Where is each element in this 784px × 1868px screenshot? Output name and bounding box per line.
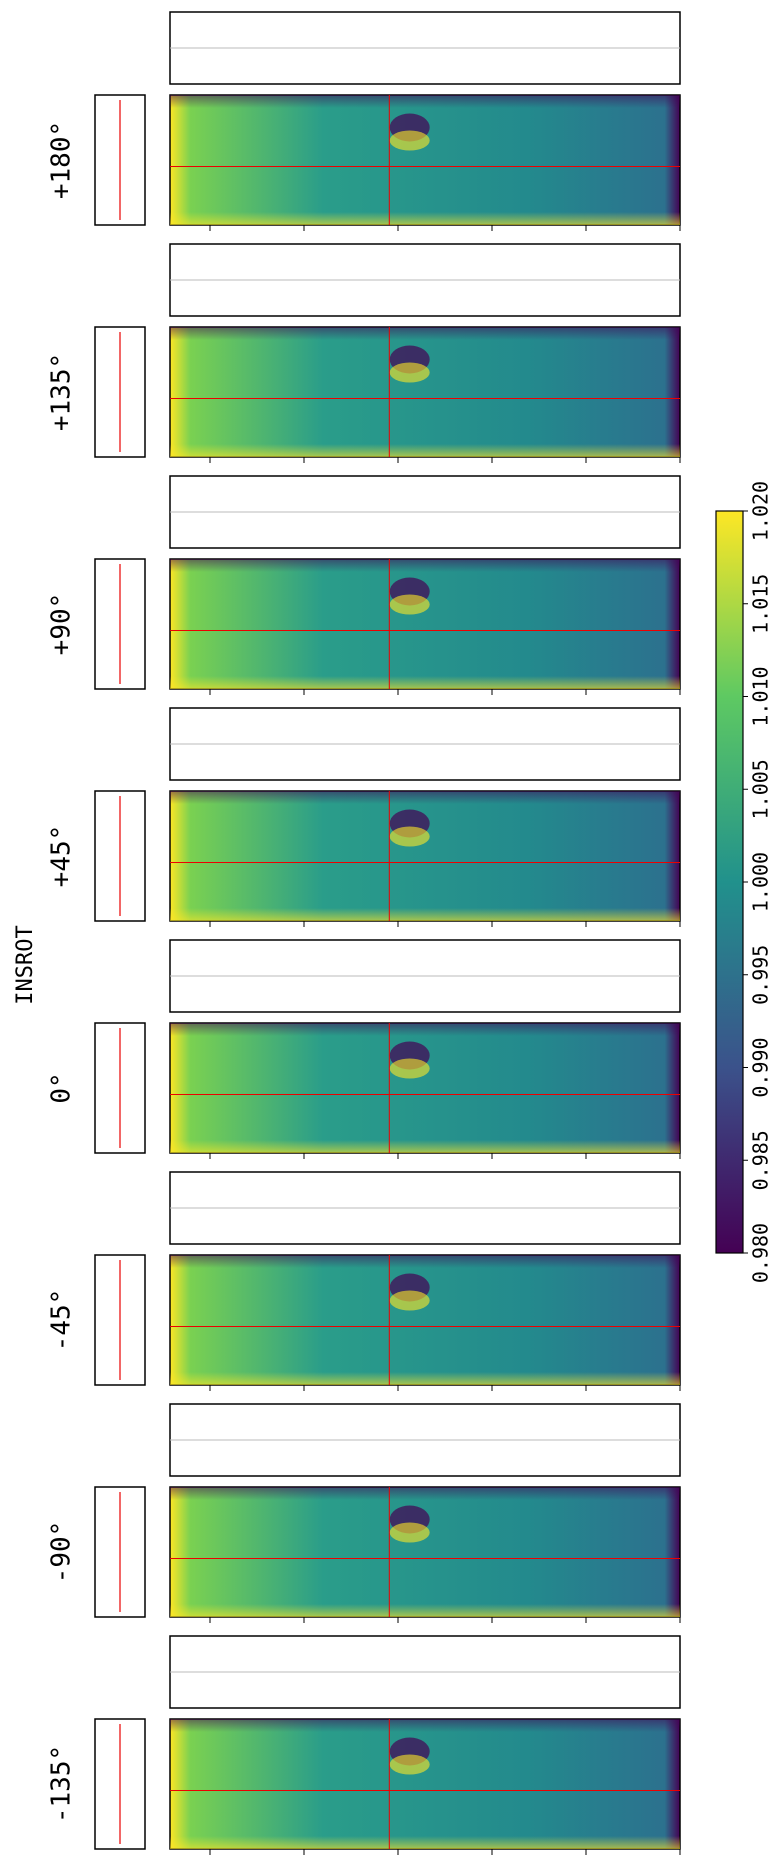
panel-label: +135° bbox=[47, 353, 77, 431]
colorbar-tick-label: 0.990 bbox=[749, 1037, 773, 1097]
side-profile-frame bbox=[94, 1486, 146, 1618]
colorbar-tick-label: 0.980 bbox=[749, 1223, 773, 1283]
heatmap-shade bbox=[170, 791, 680, 921]
panel-label: -135° bbox=[47, 1745, 77, 1823]
panel-label: -90° bbox=[47, 1521, 77, 1584]
heatmap-shade bbox=[170, 1255, 680, 1385]
colorbar-tick-label: 1.000 bbox=[749, 852, 773, 912]
heatmap-shade bbox=[170, 1487, 680, 1617]
side-profile-frame bbox=[94, 1718, 146, 1850]
heatmap-shade bbox=[170, 327, 680, 457]
spot bbox=[389, 1058, 430, 1079]
spot bbox=[389, 826, 430, 847]
side-profile-frame bbox=[94, 1254, 146, 1386]
heatmap-shade bbox=[170, 559, 680, 689]
panel-label: -45° bbox=[47, 1289, 77, 1352]
colorbar-tick-label: 1.005 bbox=[749, 759, 773, 819]
colorbar-tick-label: 0.985 bbox=[749, 1130, 773, 1190]
heatmap-shade bbox=[170, 1719, 680, 1849]
side-profile-frame bbox=[94, 790, 146, 922]
side-profile-frame bbox=[94, 94, 146, 226]
spot bbox=[389, 1522, 430, 1543]
panel-label: +45° bbox=[47, 825, 77, 888]
spot bbox=[389, 594, 430, 615]
spot bbox=[389, 1290, 430, 1311]
side-profile-frame bbox=[94, 326, 146, 458]
colorbar-tick-label: 1.020 bbox=[749, 481, 773, 541]
colorbar-tick-label: 0.995 bbox=[749, 945, 773, 1005]
panel-label: 0° bbox=[47, 1072, 77, 1103]
side-profile-frame bbox=[94, 558, 146, 690]
side-profile-frame bbox=[94, 1022, 146, 1154]
colorbar bbox=[715, 510, 744, 1254]
spot bbox=[389, 130, 430, 151]
colorbar-tick-label: 1.010 bbox=[749, 666, 773, 726]
spot bbox=[389, 362, 430, 383]
panel-label: +180° bbox=[47, 121, 77, 199]
heatmap-shade bbox=[170, 1023, 680, 1153]
panel-label: +90° bbox=[47, 593, 77, 656]
spot bbox=[389, 1754, 430, 1775]
axis-label: INSROT bbox=[13, 925, 38, 1004]
colorbar-tick-label: 1.015 bbox=[749, 574, 773, 634]
heatmap-shade bbox=[170, 95, 680, 225]
